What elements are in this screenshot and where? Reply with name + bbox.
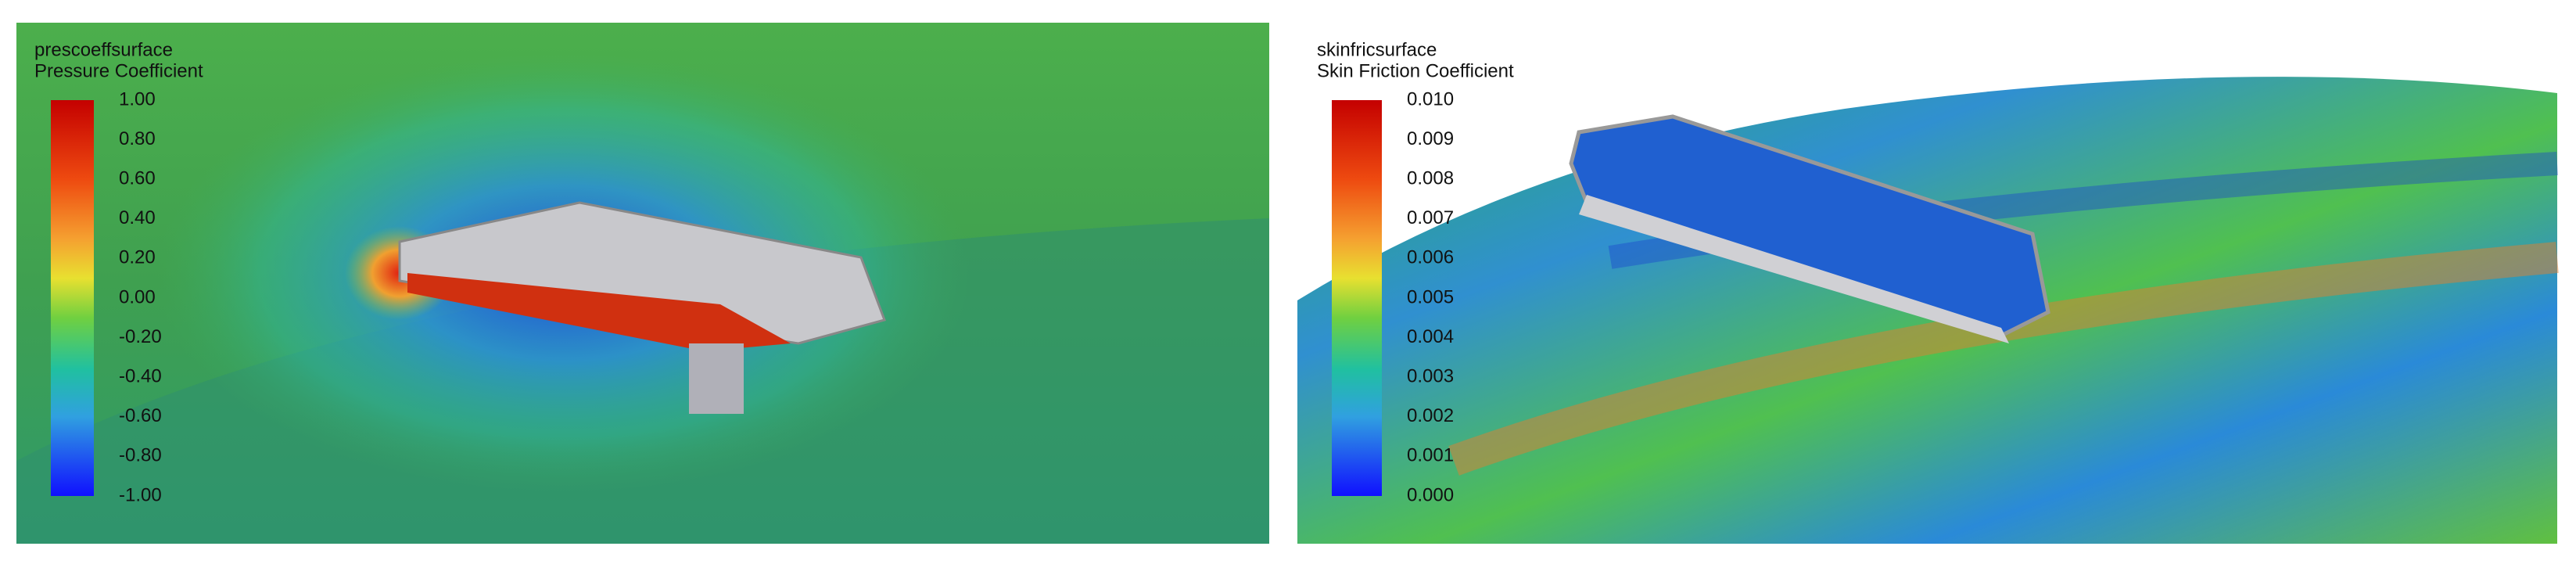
legend-subtitle: Skin Friction Coefficient xyxy=(1317,60,1514,81)
colorbar-tick-label: -1.00 xyxy=(119,484,162,505)
colorbar-tick-label: 0.004 xyxy=(1407,326,1454,347)
colorbar-tick-label: 0.40 xyxy=(119,207,156,228)
colorbar-tick-label: 0.008 xyxy=(1407,168,1454,189)
colorbar-tick-label: 0.60 xyxy=(119,168,156,189)
colorbar-tick-label: 0.006 xyxy=(1407,247,1454,268)
colorbar-tick-label: 0.002 xyxy=(1407,405,1454,426)
colorbar-tick-label: 0.007 xyxy=(1407,207,1454,228)
colorbar-tick-label: 0.003 xyxy=(1407,366,1454,387)
colorbar-tick-label: 0.00 xyxy=(119,286,156,307)
colorbar-tick-label: 0.010 xyxy=(1407,88,1454,110)
pressure-panel: prescoeffsurface Pressure Coefficient 1.… xyxy=(16,23,1269,544)
colorbar xyxy=(51,100,94,496)
legend-title: skinfricsurface xyxy=(1317,39,1437,60)
colorbar-tick-label: -0.80 xyxy=(119,445,162,466)
colorbar-tick-label: -0.60 xyxy=(119,405,162,426)
colorbar-tick-label: 0.80 xyxy=(119,128,156,149)
colorbar xyxy=(1332,100,1382,496)
colorbar-tick-label: 0.20 xyxy=(119,247,156,268)
legend-title: prescoeffsurface xyxy=(34,39,173,60)
friction-streak xyxy=(1448,242,2559,476)
colorbar-tick-label: 0.009 xyxy=(1407,128,1454,149)
legend-subtitle: Pressure Coefficient xyxy=(34,60,203,81)
pressure-band xyxy=(407,273,791,351)
colorbar-tick-label: 1.00 xyxy=(119,88,156,110)
light-bar xyxy=(1569,114,2050,338)
light-bar xyxy=(398,201,886,345)
light-bar-side xyxy=(1579,195,2009,343)
bracket xyxy=(689,343,744,414)
colorbar-tick-label: 0.000 xyxy=(1407,484,1454,505)
colorbar-tick-label: -0.40 xyxy=(119,366,162,387)
colorbar-tick-label: 0.005 xyxy=(1407,286,1454,307)
colorbar-tick-label: -0.20 xyxy=(119,326,162,347)
colorbar-tick-label: 0.001 xyxy=(1407,445,1454,466)
friction-panel: skinfricsurface Skin Friction Coefficien… xyxy=(1297,23,2559,544)
